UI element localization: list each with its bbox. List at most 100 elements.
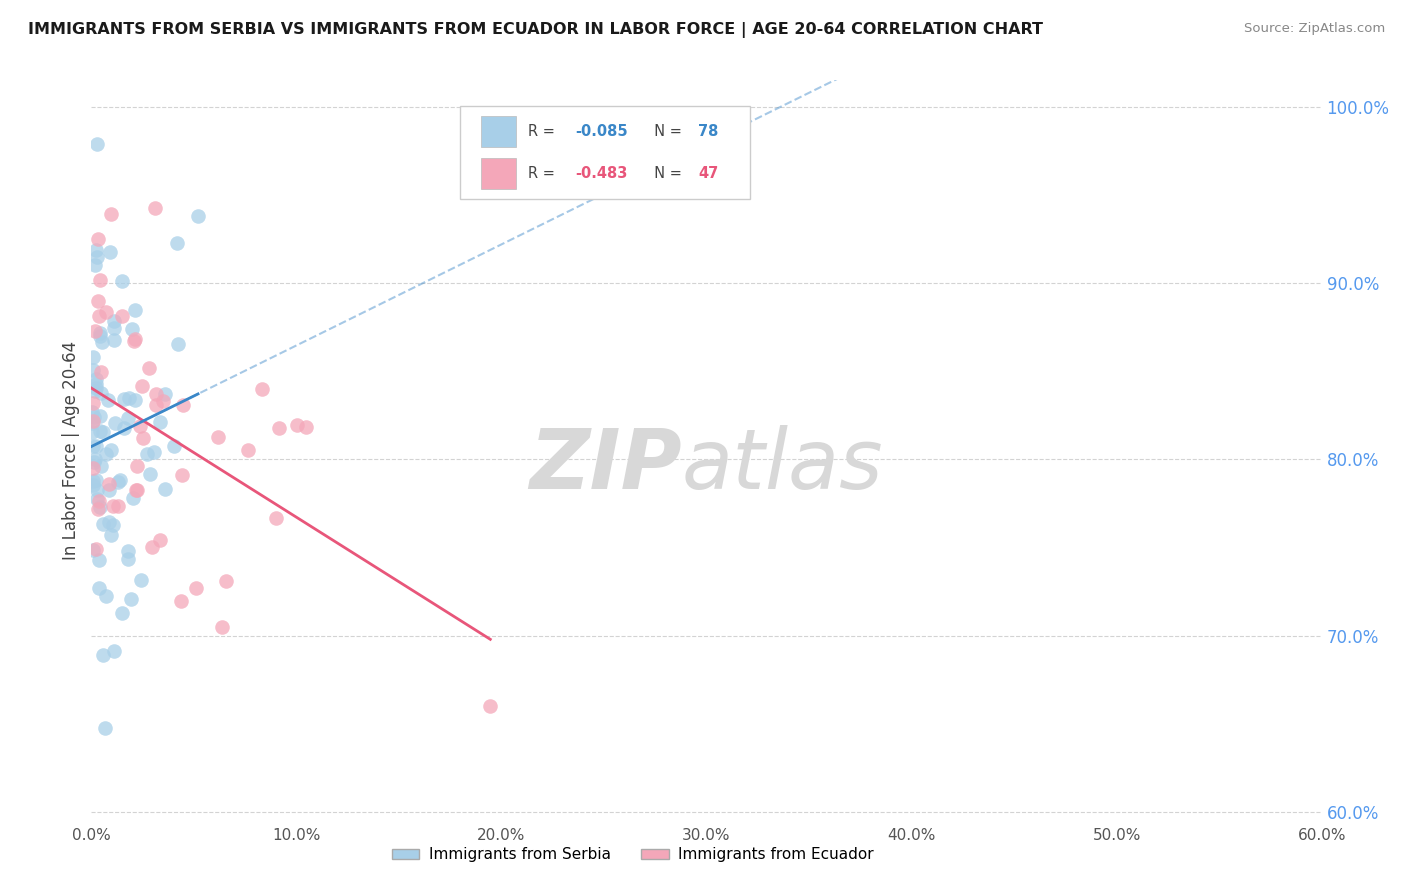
Point — [90, 459, 112, 474]
Point — [103, 321, 125, 335]
Point — [112, 421, 135, 435]
Point — [215, 574, 238, 589]
Point — [166, 336, 188, 351]
Point — [172, 467, 194, 482]
Point — [94, 589, 117, 603]
Point — [103, 314, 125, 328]
Point — [103, 333, 125, 347]
Point — [139, 467, 162, 481]
Text: 78: 78 — [697, 124, 718, 138]
Point — [84, 439, 107, 453]
Text: N =: N = — [645, 124, 686, 138]
Point — [82, 477, 104, 491]
Point — [149, 533, 172, 547]
Point — [135, 447, 157, 461]
Text: 47: 47 — [697, 166, 718, 181]
Point — [86, 502, 108, 516]
Point — [104, 416, 127, 430]
Point — [186, 581, 208, 595]
Point — [110, 606, 132, 620]
Point — [83, 324, 105, 338]
Point — [285, 417, 308, 432]
Point — [132, 431, 155, 445]
Point — [86, 377, 108, 392]
Point — [131, 379, 153, 393]
Point — [82, 439, 104, 453]
Point — [295, 420, 318, 434]
Point — [103, 517, 125, 532]
Point — [91, 516, 114, 531]
Point — [82, 350, 104, 364]
Point — [98, 245, 121, 260]
Point — [479, 698, 502, 713]
Point — [143, 444, 166, 458]
Text: IMMIGRANTS FROM SERBIA VS IMMIGRANTS FROM ECUADOR IN LABOR FORCE | AGE 20-64 COR: IMMIGRANTS FROM SERBIA VS IMMIGRANTS FRO… — [28, 22, 1043, 38]
Point — [83, 455, 105, 469]
Point — [138, 361, 160, 376]
Point — [112, 392, 135, 406]
Point — [143, 201, 166, 215]
Text: -0.483: -0.483 — [575, 166, 627, 181]
Point — [96, 448, 118, 462]
Point — [127, 458, 149, 473]
Point — [87, 293, 110, 308]
Point — [111, 274, 134, 288]
Point — [145, 398, 167, 412]
Point — [89, 329, 111, 343]
Point — [111, 309, 134, 323]
Text: R =: R = — [529, 124, 560, 138]
Point — [82, 416, 104, 430]
Point — [122, 491, 145, 505]
FancyBboxPatch shape — [460, 106, 749, 199]
Point — [91, 334, 114, 349]
Point — [264, 511, 287, 525]
Point — [187, 209, 209, 223]
Point — [84, 452, 107, 467]
Point — [107, 499, 129, 513]
Point — [86, 492, 108, 507]
Point — [100, 442, 122, 457]
Point — [86, 137, 108, 152]
Point — [80, 405, 103, 419]
Point — [86, 483, 108, 498]
Point — [89, 553, 111, 567]
Point — [82, 543, 104, 558]
Point — [117, 411, 139, 425]
Point — [86, 232, 108, 246]
Point — [124, 392, 146, 407]
Point — [89, 326, 111, 340]
Y-axis label: In Labor Force | Age 20-64: In Labor Force | Age 20-64 — [62, 341, 80, 560]
Point — [98, 515, 121, 529]
Point — [87, 493, 110, 508]
Point — [82, 474, 104, 488]
Point — [82, 396, 104, 410]
Point — [89, 365, 111, 379]
Point — [82, 363, 104, 377]
FancyBboxPatch shape — [481, 116, 516, 146]
Point — [89, 424, 111, 438]
Text: ZIP: ZIP — [529, 425, 682, 506]
Point — [100, 207, 122, 221]
Point — [267, 421, 290, 435]
Point — [141, 540, 163, 554]
Point — [129, 419, 152, 434]
Point — [87, 309, 110, 323]
Point — [163, 439, 186, 453]
Point — [89, 500, 111, 515]
Point — [125, 483, 148, 497]
Legend: Immigrants from Serbia, Immigrants from Ecuador: Immigrants from Serbia, Immigrants from … — [385, 841, 880, 869]
Point — [101, 500, 124, 514]
Point — [93, 425, 115, 440]
Point — [97, 393, 120, 408]
Point — [84, 381, 107, 395]
Point — [94, 304, 117, 318]
Point — [152, 393, 174, 408]
Point — [89, 409, 111, 424]
Point — [129, 573, 152, 587]
Point — [211, 620, 233, 634]
Text: N =: N = — [645, 166, 686, 181]
Point — [107, 475, 129, 490]
Point — [100, 528, 122, 542]
Point — [117, 552, 139, 566]
Text: atlas: atlas — [682, 425, 883, 506]
